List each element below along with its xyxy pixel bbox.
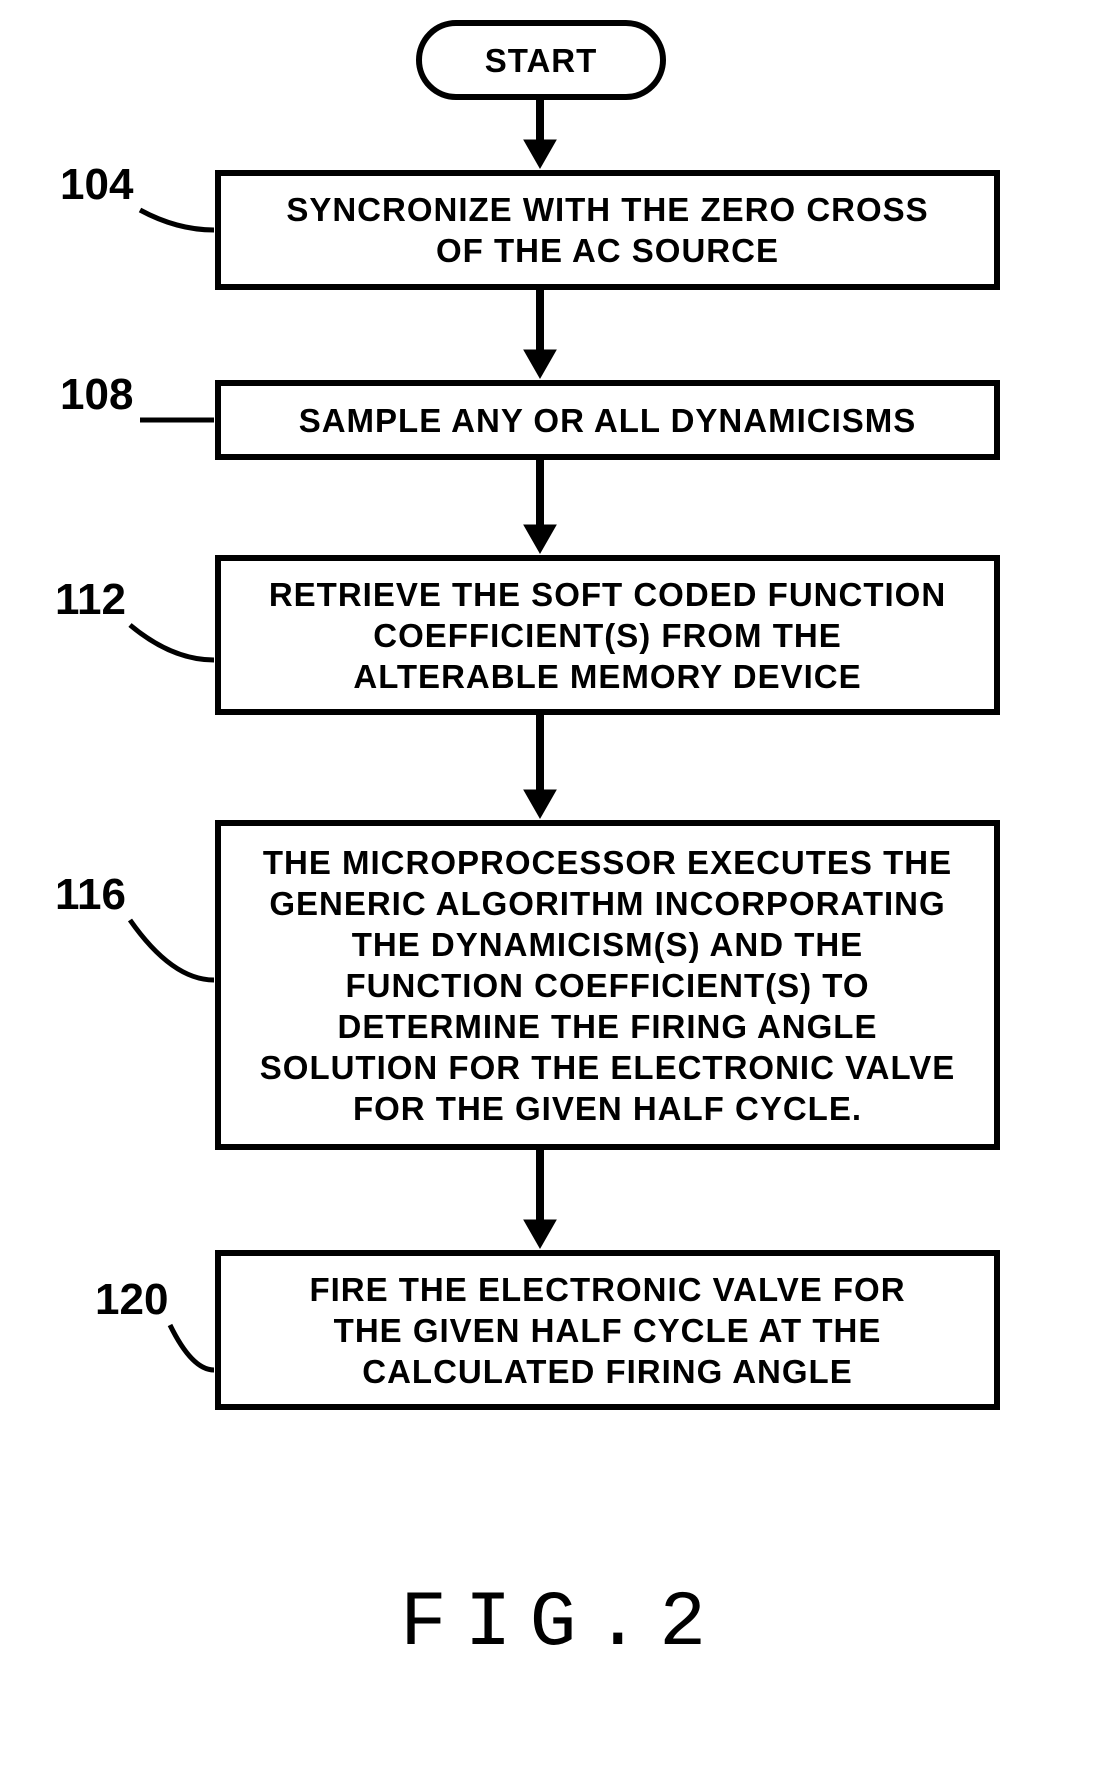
- node-112-text: RETRIEVE THE SOFT CODED FUNCTIONCOEFFICI…: [269, 574, 946, 697]
- node-104: SYNCRONIZE WITH THE ZERO CROSSOF THE AC …: [215, 170, 1000, 290]
- node-108-text: SAMPLE ANY OR ALL DYNAMICISMS: [299, 400, 917, 441]
- node-116: THE MICROPROCESSOR EXECUTES THEGENERIC A…: [215, 820, 1000, 1150]
- start-label: START: [485, 40, 598, 81]
- node-120: FIRE THE ELECTRONIC VALVE FORTHE GIVEN H…: [215, 1250, 1000, 1410]
- label-104: 104: [60, 160, 133, 210]
- figure-caption: FIG.2: [400, 1580, 724, 1668]
- label-108: 108: [60, 370, 133, 420]
- node-108: SAMPLE ANY OR ALL DYNAMICISMS: [215, 380, 1000, 460]
- node-112: RETRIEVE THE SOFT CODED FUNCTIONCOEFFICI…: [215, 555, 1000, 715]
- flowchart-canvas: START SYNCRONIZE WITH THE ZERO CROSSOF T…: [0, 0, 1109, 1779]
- label-112: 112: [55, 575, 126, 625]
- start-node: START: [416, 20, 666, 100]
- node-116-text: THE MICROPROCESSOR EXECUTES THEGENERIC A…: [260, 842, 955, 1129]
- label-116: 116: [55, 870, 126, 920]
- node-104-text: SYNCRONIZE WITH THE ZERO CROSSOF THE AC …: [286, 189, 928, 271]
- label-120: 120: [95, 1275, 168, 1325]
- node-120-text: FIRE THE ELECTRONIC VALVE FORTHE GIVEN H…: [309, 1269, 905, 1392]
